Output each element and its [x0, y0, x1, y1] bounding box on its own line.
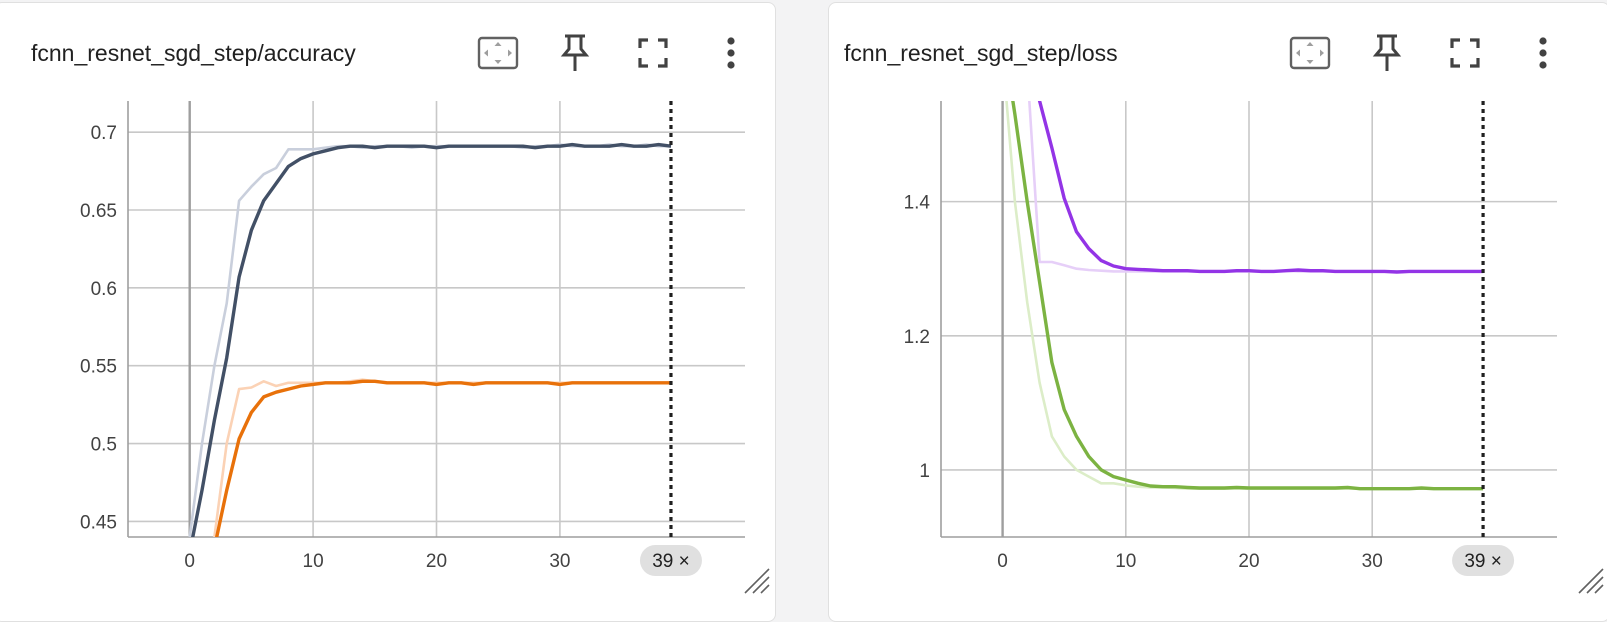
- x-tick-label: 20: [1238, 551, 1259, 572]
- series-1-smoothed-line: [1011, 101, 1484, 491]
- step-badge-bg: [639, 545, 702, 576]
- more-options-button[interactable]: [1533, 33, 1553, 73]
- resize-handle-icon: [1578, 568, 1604, 594]
- y-tick-label: 1: [919, 461, 930, 482]
- chart-title: fcnn_resnet_sgd_step/loss: [844, 40, 1118, 66]
- y-tick-label: 0.7: [91, 123, 117, 144]
- series-0-smoothed-line: [191, 142, 672, 537]
- resize-handle[interactable]: [741, 565, 771, 595]
- chart-title: fcnn_resnet_sgd_step/accuracy: [31, 40, 356, 66]
- fit-domain-icon: [1289, 36, 1331, 70]
- y-tick-label: 1.4: [904, 193, 931, 214]
- y-tick-label: 0.5: [91, 435, 117, 456]
- resize-handle-icon: [744, 568, 770, 594]
- pin-icon: [560, 34, 590, 71]
- pin-icon: [1372, 34, 1402, 71]
- fullscreen-icon: [1450, 38, 1480, 68]
- resize-handle[interactable]: [1575, 565, 1605, 595]
- fullscreen-icon: [638, 38, 668, 68]
- y-tick-label: 0.6: [91, 279, 117, 300]
- step-badge[interactable]: 39 ×: [639, 545, 702, 576]
- series-1-smoothed-line: [214, 379, 671, 537]
- step-badge-bg: [1452, 545, 1515, 576]
- more-vert-icon: [1539, 37, 1547, 69]
- x-tick-label: 20: [426, 551, 447, 572]
- more-options-button[interactable]: [721, 33, 741, 73]
- x-tick-label: 0: [997, 551, 1008, 572]
- more-vert-icon: [727, 37, 735, 69]
- accuracy-chart[interactable]: 0.45 0.5 0.55 0.6 0.65 0.7 0 10 20 30 39 ×: [0, 3, 777, 615]
- fit-domain-button[interactable]: [1287, 33, 1333, 73]
- loss-chart[interactable]: 1 1.2 1.4 0 10 20 30 39 ×: [829, 3, 1607, 615]
- plot-area: [188, 142, 672, 537]
- x-tick-label: 10: [1115, 551, 1136, 572]
- chart-card-accuracy: fcnn_resnet_sgd_step/accuracy 0.45 0.5 0.5…: [0, 2, 776, 622]
- step-badge-label: 39 ×: [1464, 551, 1502, 572]
- fullscreen-button[interactable]: [1447, 33, 1483, 73]
- x-tick-label: 30: [549, 551, 570, 572]
- chart-card-loss: fcnn_resnet_sgd_step/loss 1 1.2 1.4 0 10 20 30…: [828, 2, 1607, 622]
- y-tick-label: 1.2: [904, 327, 930, 348]
- step-badge-label: 39 ×: [652, 551, 690, 572]
- series-0-smoothed-line: [1037, 101, 1484, 274]
- pin-button[interactable]: [557, 33, 593, 73]
- step-badge[interactable]: 39 ×: [1452, 545, 1515, 576]
- fit-domain-button[interactable]: [475, 33, 521, 73]
- pin-button[interactable]: [1369, 33, 1405, 73]
- y-tick-label: 0.65: [80, 201, 117, 222]
- fullscreen-button[interactable]: [635, 33, 671, 73]
- y-tick-label: 0.55: [80, 357, 117, 378]
- fit-domain-icon: [477, 36, 519, 70]
- x-tick-label: 10: [303, 551, 324, 572]
- y-tick-label: 0.45: [80, 512, 117, 533]
- x-tick-label: 0: [184, 551, 195, 572]
- plot-area: [1005, 101, 1484, 491]
- x-tick-label: 30: [1362, 551, 1383, 572]
- series-1-raw-line: [212, 378, 671, 537]
